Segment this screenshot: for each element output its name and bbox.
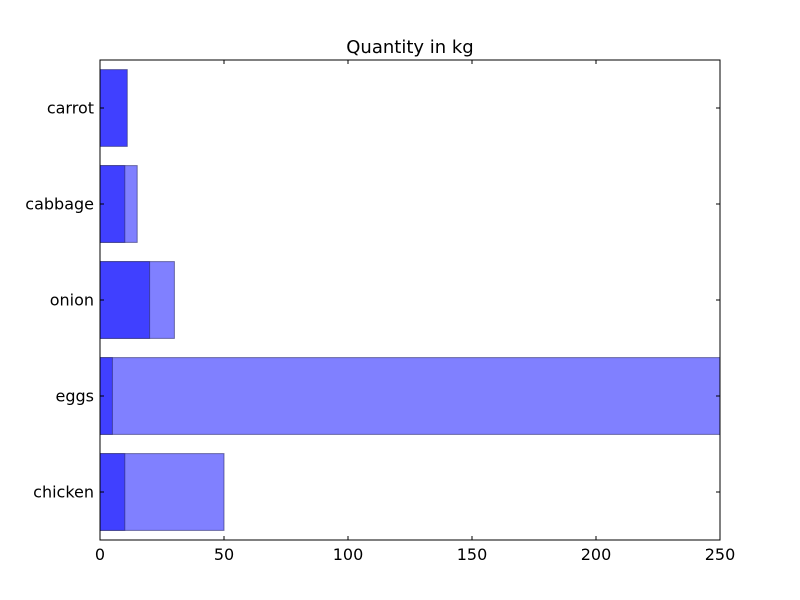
x-tick-label: 200 [581, 545, 612, 564]
x-tick-label: 250 [705, 545, 736, 564]
y-tick-label-eggs: eggs [56, 387, 95, 406]
y-tick-label-onion: onion [50, 291, 94, 310]
chart-title: Quantity in kg [346, 37, 474, 58]
ticks-layer: chicken eggs onion cabbage carrot 0 50 100 150 20… [25, 60, 735, 564]
x-tick-label: 0 [95, 545, 105, 564]
bar-carrot-series-2 [99, 69, 128, 147]
bar-eggs-series-1 [99, 357, 721, 435]
y-tick-label-chicken: chicken [33, 483, 94, 502]
bars-layer [99, 69, 721, 531]
bar-chicken-series-2 [99, 453, 126, 531]
x-tick-label: 150 [457, 545, 488, 564]
y-tick-label-cabbage: cabbage [25, 195, 94, 214]
x-tick-label: 100 [333, 545, 364, 564]
plot-frame [99, 59, 721, 541]
bar-onion-series-2 [99, 261, 151, 339]
y-tick-label-carrot: carrot [47, 99, 94, 118]
x-tick-label: 50 [214, 545, 234, 564]
bar-cabbage-series-2 [99, 165, 126, 243]
